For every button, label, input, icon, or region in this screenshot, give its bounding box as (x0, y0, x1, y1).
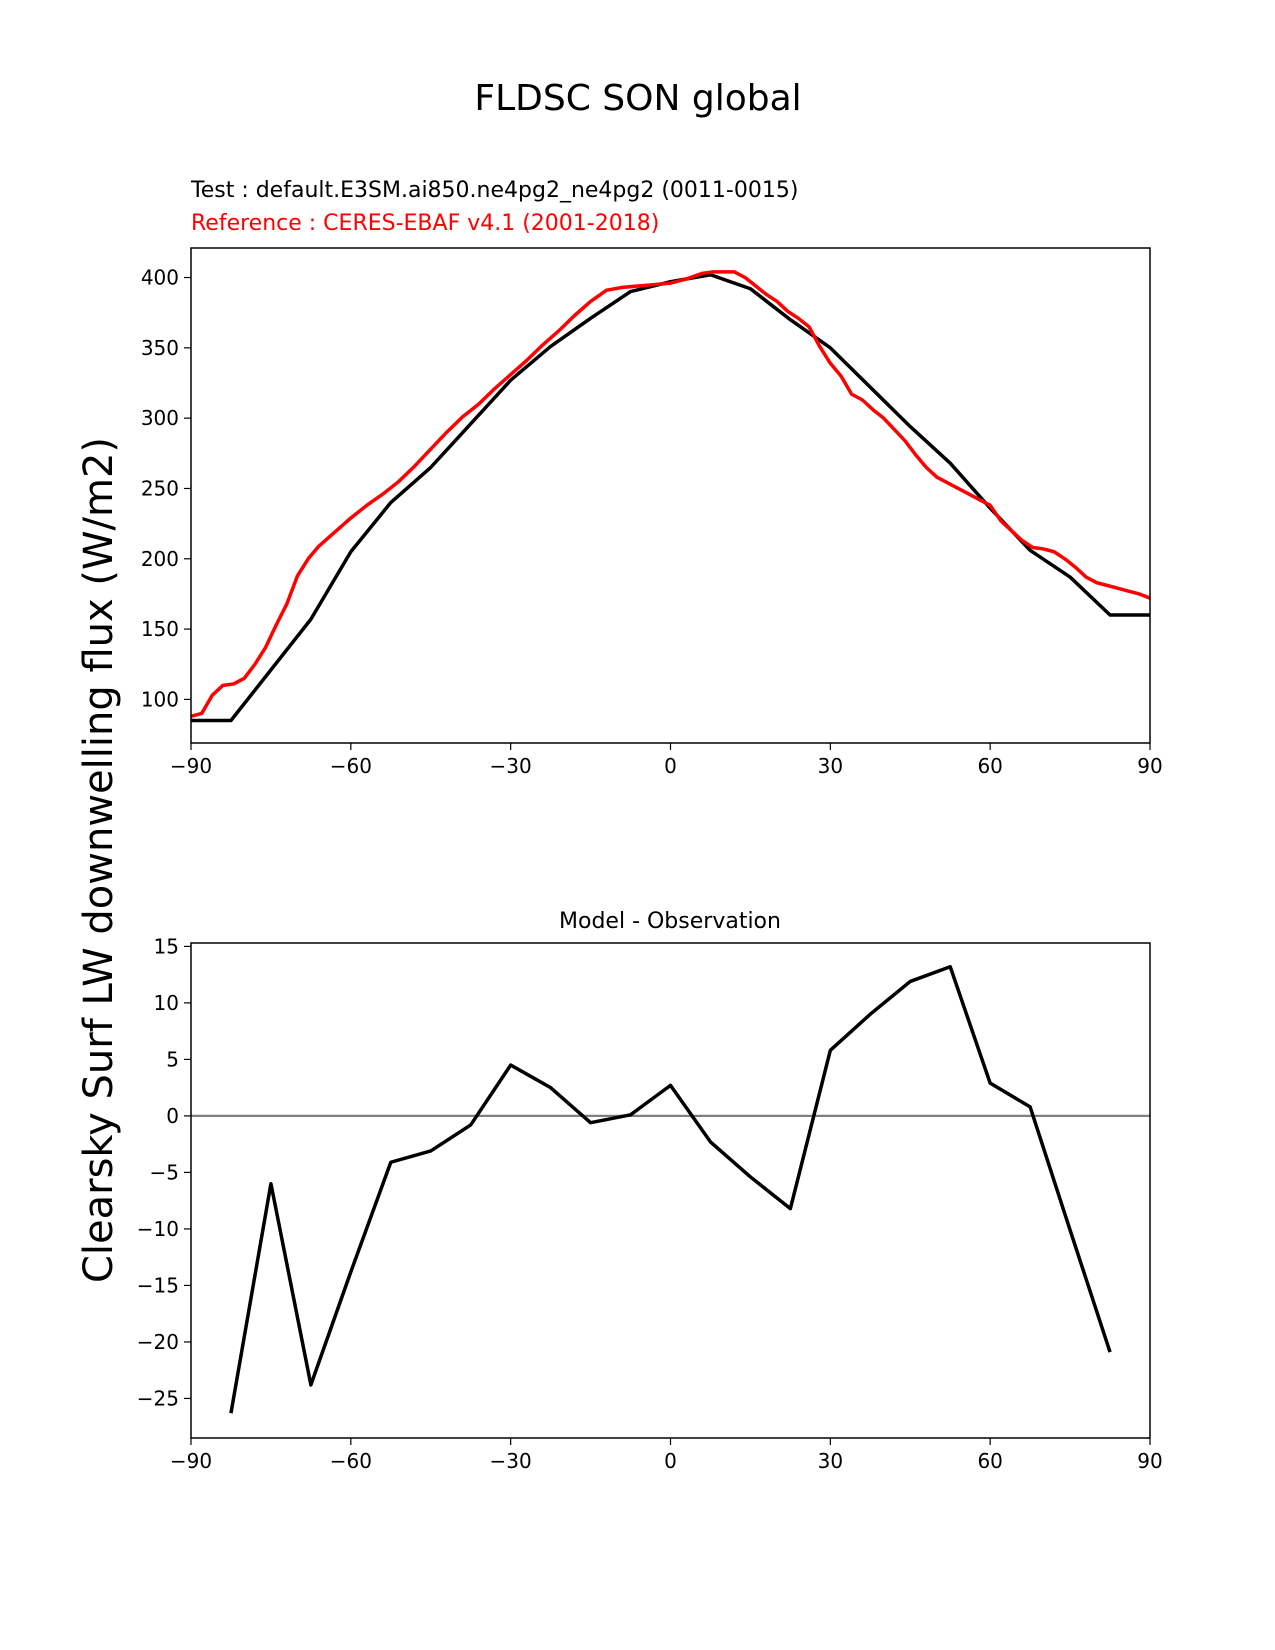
x-tick-label: 30 (818, 1449, 843, 1473)
x-tick-label: 90 (1137, 1449, 1162, 1473)
y-tick-label: 150 (141, 617, 179, 641)
x-tick-label: −60 (330, 1449, 372, 1473)
y-tick-label: 250 (141, 476, 179, 500)
x-tick-label: 60 (977, 754, 1002, 778)
x-tick-label: −30 (490, 754, 532, 778)
x-tick-label: 0 (664, 754, 677, 778)
series-line-reference (190, 270, 1151, 718)
reference-label: Reference : CERES-EBAF v4.1 (2001-2018) (191, 211, 659, 236)
y-tick-label: −10 (137, 1217, 179, 1241)
test-label: Test : default.E3SM.ai850.ne4pg2_ne4pg2 … (190, 178, 798, 203)
x-tick-label: 30 (818, 754, 843, 778)
y-tick-label: 400 (141, 266, 179, 290)
y-tick-label: 5 (166, 1047, 179, 1071)
y-tick-label: 350 (141, 336, 179, 360)
y-tick-label: −5 (150, 1160, 179, 1184)
bottom-series-group (191, 964, 1150, 1414)
y-tick-label: 200 (141, 547, 179, 571)
x-tick-label: −90 (170, 754, 212, 778)
figure-title: FLDSC SON global (474, 78, 801, 119)
series-line-difference (229, 964, 1112, 1414)
difference-title: Model - Observation (559, 909, 781, 934)
top-y-ticks: 100 150 200 250 300 350 400 (141, 266, 191, 711)
x-tick-label: 0 (664, 1449, 677, 1473)
y-tick-label: 10 (154, 991, 179, 1015)
y-tick-label: 100 (141, 687, 179, 711)
y-tick-label: −25 (137, 1386, 179, 1410)
bottom-y-ticks: −25 −20 −15 −10 −5 0 5 10 15 (137, 934, 191, 1410)
x-tick-label: 60 (977, 1449, 1002, 1473)
y-tick-label: 0 (166, 1104, 179, 1128)
x-tick-label: −30 (490, 1449, 532, 1473)
bottom-x-ticks: −90 −60 −30 0 30 60 90 (170, 1438, 1163, 1473)
x-tick-label: 90 (1137, 754, 1162, 778)
top-series-group (190, 270, 1151, 723)
x-tick-label: −60 (330, 754, 372, 778)
top-panel: Test : default.E3SM.ai850.ne4pg2_ne4pg2 … (141, 178, 1163, 778)
x-tick-label: −90 (170, 1449, 212, 1473)
y-tick-label: −20 (137, 1330, 179, 1354)
y-axis-label: Clearsky Surf LW downwelling flux (W/m2) (76, 437, 122, 1283)
y-tick-label: 15 (154, 934, 179, 958)
y-tick-label: −15 (137, 1273, 179, 1297)
top-x-ticks: −90 −60 −30 0 30 60 90 (170, 743, 1163, 778)
bottom-panel: Model - Observation −90 −60 −30 0 30 60 90 −25… (137, 909, 1163, 1473)
y-tick-label: 300 (141, 406, 179, 430)
